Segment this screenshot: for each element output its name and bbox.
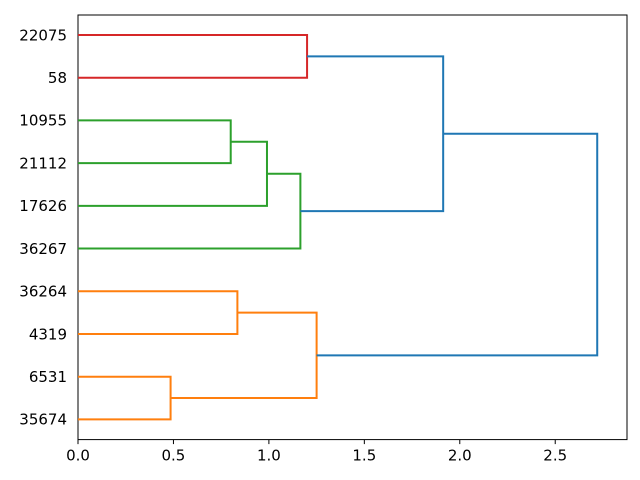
dendrogram-link bbox=[78, 140, 268, 207]
leaf-label: 35674 bbox=[19, 411, 67, 429]
leaf-label: 6531 bbox=[29, 368, 67, 386]
leaf-label: 58 bbox=[48, 69, 67, 87]
x-axis-tick-label: 1.5 bbox=[352, 447, 376, 465]
dendrogram-link bbox=[78, 119, 232, 165]
leaf-label: 4319 bbox=[29, 325, 67, 343]
x-axis-tick-label: 2.5 bbox=[543, 447, 567, 465]
leaf-label: 36264 bbox=[19, 283, 67, 301]
x-axis-tick-label: 1.0 bbox=[257, 447, 281, 465]
leaf-label: 17626 bbox=[19, 197, 67, 215]
leaf-label: 22075 bbox=[19, 26, 67, 44]
x-axis-tick-label: 2.0 bbox=[448, 447, 472, 465]
leaf-label: 36267 bbox=[19, 240, 67, 258]
leaf-label: 21112 bbox=[19, 154, 67, 172]
dendrogram-link bbox=[316, 132, 599, 357]
plot-frame bbox=[77, 14, 628, 441]
dendrogram-link bbox=[78, 34, 309, 79]
leaf-label: 10955 bbox=[19, 112, 67, 130]
dendrogram-link bbox=[300, 55, 445, 213]
x-axis-tick-label: 0.0 bbox=[66, 447, 90, 465]
dendrogram-link bbox=[170, 311, 318, 400]
x-axis-tick-label: 0.5 bbox=[162, 447, 186, 465]
dendrogram-link bbox=[78, 375, 172, 421]
dendrogram-link bbox=[78, 290, 239, 335]
